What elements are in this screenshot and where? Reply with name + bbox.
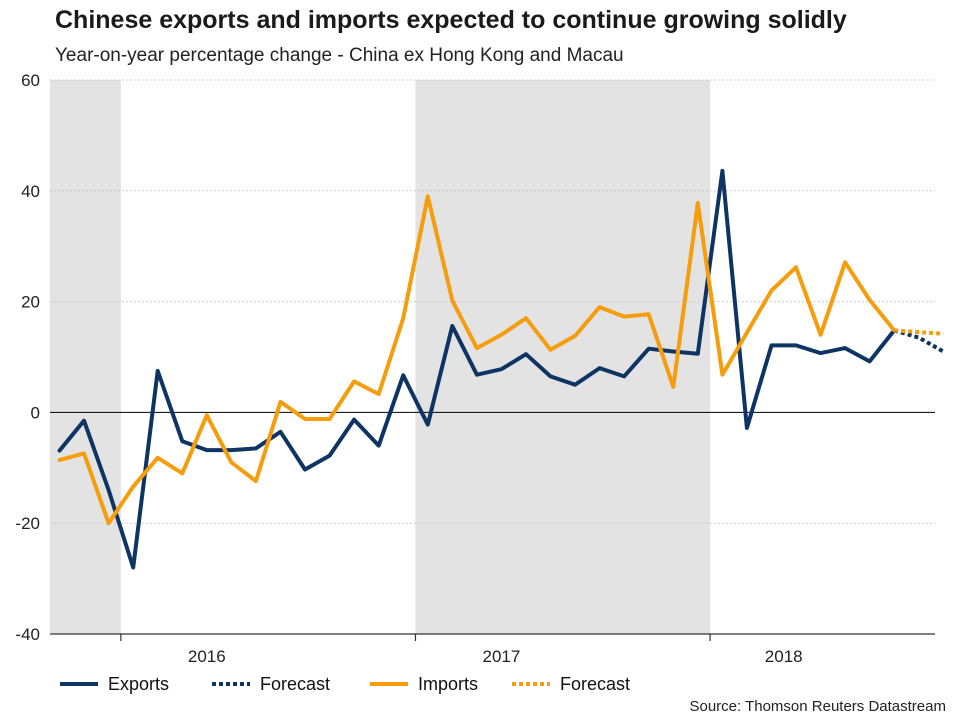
x-tick-label-2018: 2018 <box>765 647 803 666</box>
y-tick-label: -20 <box>15 514 40 533</box>
legend-label-imports-forecast: Forecast <box>560 674 630 694</box>
chart-subtitle: Year-on-year percentage change - China e… <box>55 45 624 66</box>
y-tick-label: 0 <box>31 403 40 422</box>
x-tick-label-2016: 2016 <box>188 647 226 666</box>
imports-line <box>57 194 897 526</box>
legend-label-imports: Imports <box>418 674 478 694</box>
y-tick-label: -40 <box>15 625 40 644</box>
source-note: Source: Thomson Reuters Datastream <box>689 698 946 715</box>
series <box>57 168 945 570</box>
shaded-periods <box>50 80 711 634</box>
shaded-region-2 <box>415 80 711 634</box>
legend: Exports Forecast Imports Forecast <box>60 674 630 694</box>
axes: -40 -20 0 20 40 60 2016 2017 2018 <box>15 71 935 666</box>
y-tick-label: 60 <box>21 71 40 90</box>
y-tick-label: 40 <box>21 182 40 201</box>
exports-line <box>57 168 897 570</box>
y-tick-label: 20 <box>21 293 40 312</box>
chart-title: Chinese exports and imports expected to … <box>55 6 847 34</box>
imports-forecast-line <box>894 328 944 336</box>
legend-label-exports: Exports <box>108 674 169 694</box>
grid <box>50 79 935 524</box>
legend-label-exports-forecast: Forecast <box>260 674 330 694</box>
x-tick-label-2017: 2017 <box>482 647 520 666</box>
shaded-region-1 <box>50 80 121 634</box>
